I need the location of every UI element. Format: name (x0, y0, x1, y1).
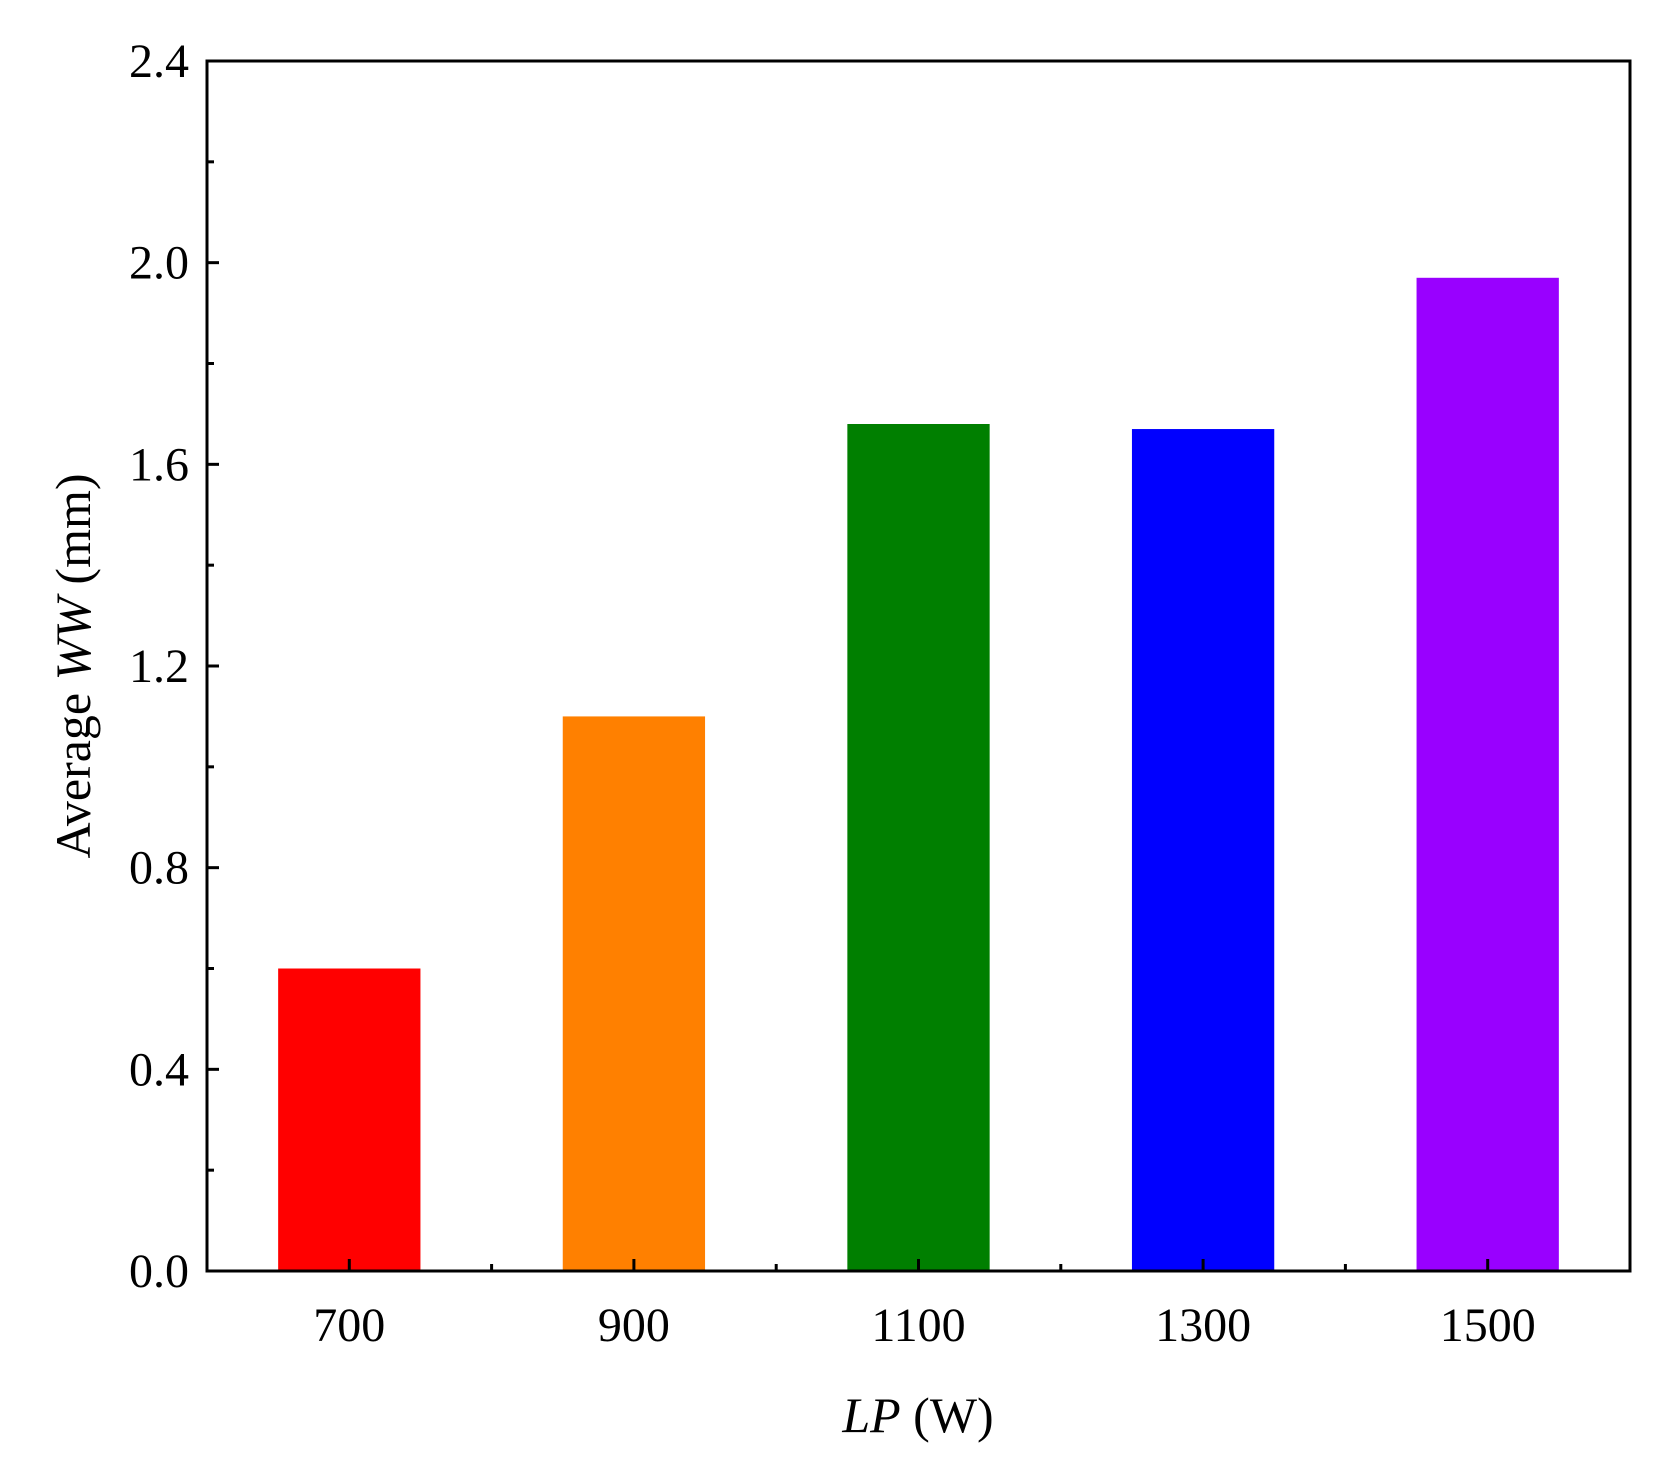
x-axis-title-unit: (W) (901, 1387, 994, 1443)
bar-700 (278, 968, 421, 1271)
plot-frame (205, 59, 1632, 1273)
x-tick-label: 1300 (1155, 1299, 1251, 1352)
y-axis-title: Average WW (mm) (45, 473, 101, 858)
x-tick-labels: 700 900 1100 1300 1500 (313, 1299, 1535, 1352)
y-tick-label: 0.8 (129, 842, 189, 895)
y-tick-label: 0.0 (129, 1245, 189, 1298)
y-tick-labels: 0.0 0.4 0.8 1.2 1.6 2.0 2.4 (129, 35, 189, 1298)
x-tick-label: 900 (598, 1299, 670, 1352)
y-axis-title-prefix: Average (45, 680, 101, 858)
y-axis-title-unit: (mm) (45, 473, 101, 597)
y-tick-label: 2.0 (129, 237, 189, 290)
y-tick-label: 0.4 (129, 1043, 189, 1096)
x-tick-label: 1500 (1440, 1299, 1536, 1352)
x-axis-title-italic: LP (841, 1387, 900, 1443)
bar-1100 (847, 424, 990, 1271)
bar-1300 (1131, 429, 1275, 1272)
x-tick-label: 700 (313, 1299, 385, 1352)
bar-1500 (1416, 277, 1559, 1272)
y-tick-label: 1.6 (129, 438, 189, 491)
y-tick-label: 1.2 (129, 640, 189, 693)
x-axis-title: LP (W) (841, 1387, 993, 1443)
bar-900 (562, 716, 706, 1271)
bars-group (278, 277, 1559, 1272)
y-tick-label: 2.4 (129, 35, 189, 88)
x-tick-label: 1100 (871, 1299, 965, 1352)
y-axis-title-italic: WW (45, 593, 101, 681)
